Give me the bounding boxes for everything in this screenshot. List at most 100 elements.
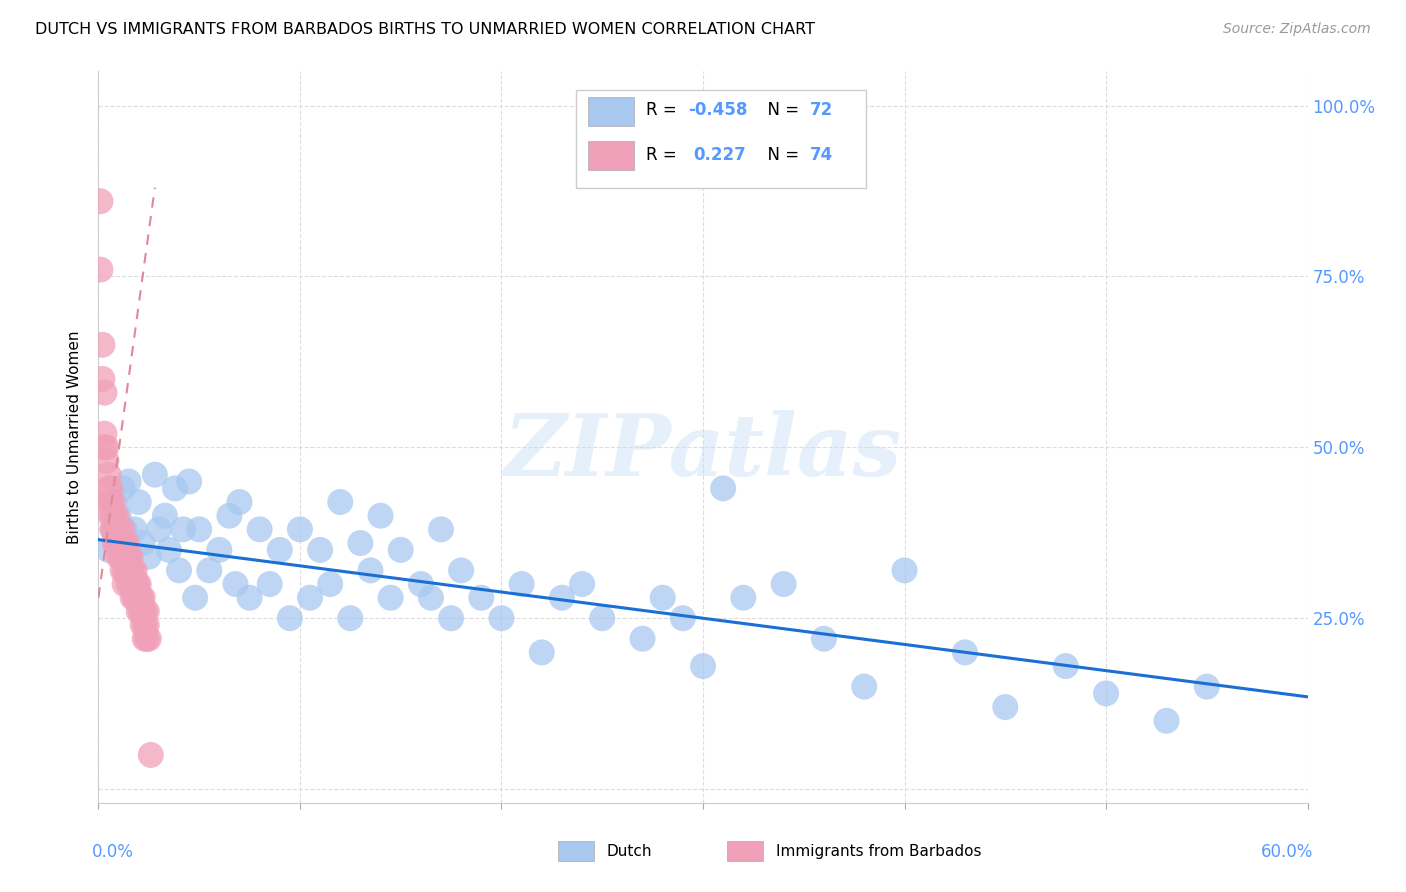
Point [100,481,122,495]
Point [97,542,120,557]
Point [530,645,553,659]
Point [114,536,136,550]
Point [450,563,472,577]
Point [125,591,148,605]
Point [91,372,114,386]
Point [953,645,976,659]
Point [853,680,876,694]
Point [103,536,125,550]
Point [118,577,141,591]
Point [329,495,352,509]
Point [470,591,492,605]
Point [93,385,115,400]
Point [172,522,194,536]
Point [107,522,129,536]
Point [129,591,152,605]
Point [309,542,332,557]
Point [101,495,124,509]
Point [114,522,136,536]
Point [89,194,111,209]
Point [153,508,176,523]
Point [128,604,150,618]
Point [120,563,142,577]
Point [103,508,125,523]
Point [218,508,240,523]
Point [132,604,155,618]
Point [893,563,915,577]
Point [121,563,143,577]
Point [120,549,142,564]
Point [105,508,128,523]
Point [115,536,138,550]
Point [134,618,156,632]
Point [128,591,150,605]
FancyBboxPatch shape [576,90,866,188]
Point [135,632,157,646]
Point [139,747,162,762]
FancyBboxPatch shape [727,841,763,862]
Point [114,577,136,591]
Point [430,522,453,536]
Point [135,604,157,618]
Text: 0.227: 0.227 [693,146,747,164]
Point [100,495,122,509]
Point [125,577,148,591]
Point [107,549,129,564]
Y-axis label: Births to Unmarried Women: Births to Unmarried Women [67,330,83,544]
Point [239,591,262,605]
Point [1054,659,1077,673]
Point [179,475,201,489]
Point [124,591,146,605]
Point [259,577,281,591]
Point [97,481,120,495]
Point [97,467,120,482]
Text: 0.0%: 0.0% [93,843,134,861]
Point [134,604,156,618]
Point [107,536,129,550]
Point [132,618,155,632]
Point [167,563,190,577]
Point [672,611,695,625]
Point [115,563,138,577]
Point [249,522,271,536]
Text: Dutch: Dutch [606,844,652,859]
Point [631,632,654,646]
Point [111,563,134,577]
Point [110,536,132,550]
Point [129,591,152,605]
Point [813,632,835,646]
Point [100,508,122,523]
Point [1156,714,1178,728]
Point [370,508,392,523]
Point [224,577,246,591]
FancyBboxPatch shape [588,97,634,127]
Point [128,495,150,509]
Point [278,611,301,625]
Point [91,338,114,352]
Point [132,591,155,605]
Point [349,536,371,550]
Point [124,577,146,591]
Point [89,262,111,277]
Point [1095,686,1118,700]
Point [591,611,613,625]
Point [118,549,141,564]
Point [115,549,138,564]
Point [772,577,794,591]
Point [491,611,513,625]
Point [409,577,432,591]
Point [1195,680,1218,694]
Point [96,454,118,468]
Point [107,508,129,523]
Point [510,577,533,591]
Point [692,659,714,673]
Point [93,426,115,441]
Point [440,611,463,625]
Point [120,563,142,577]
Point [138,549,160,564]
Point [118,475,141,489]
Point [380,591,402,605]
Point [111,522,134,536]
Point [138,632,160,646]
Point [132,604,155,618]
